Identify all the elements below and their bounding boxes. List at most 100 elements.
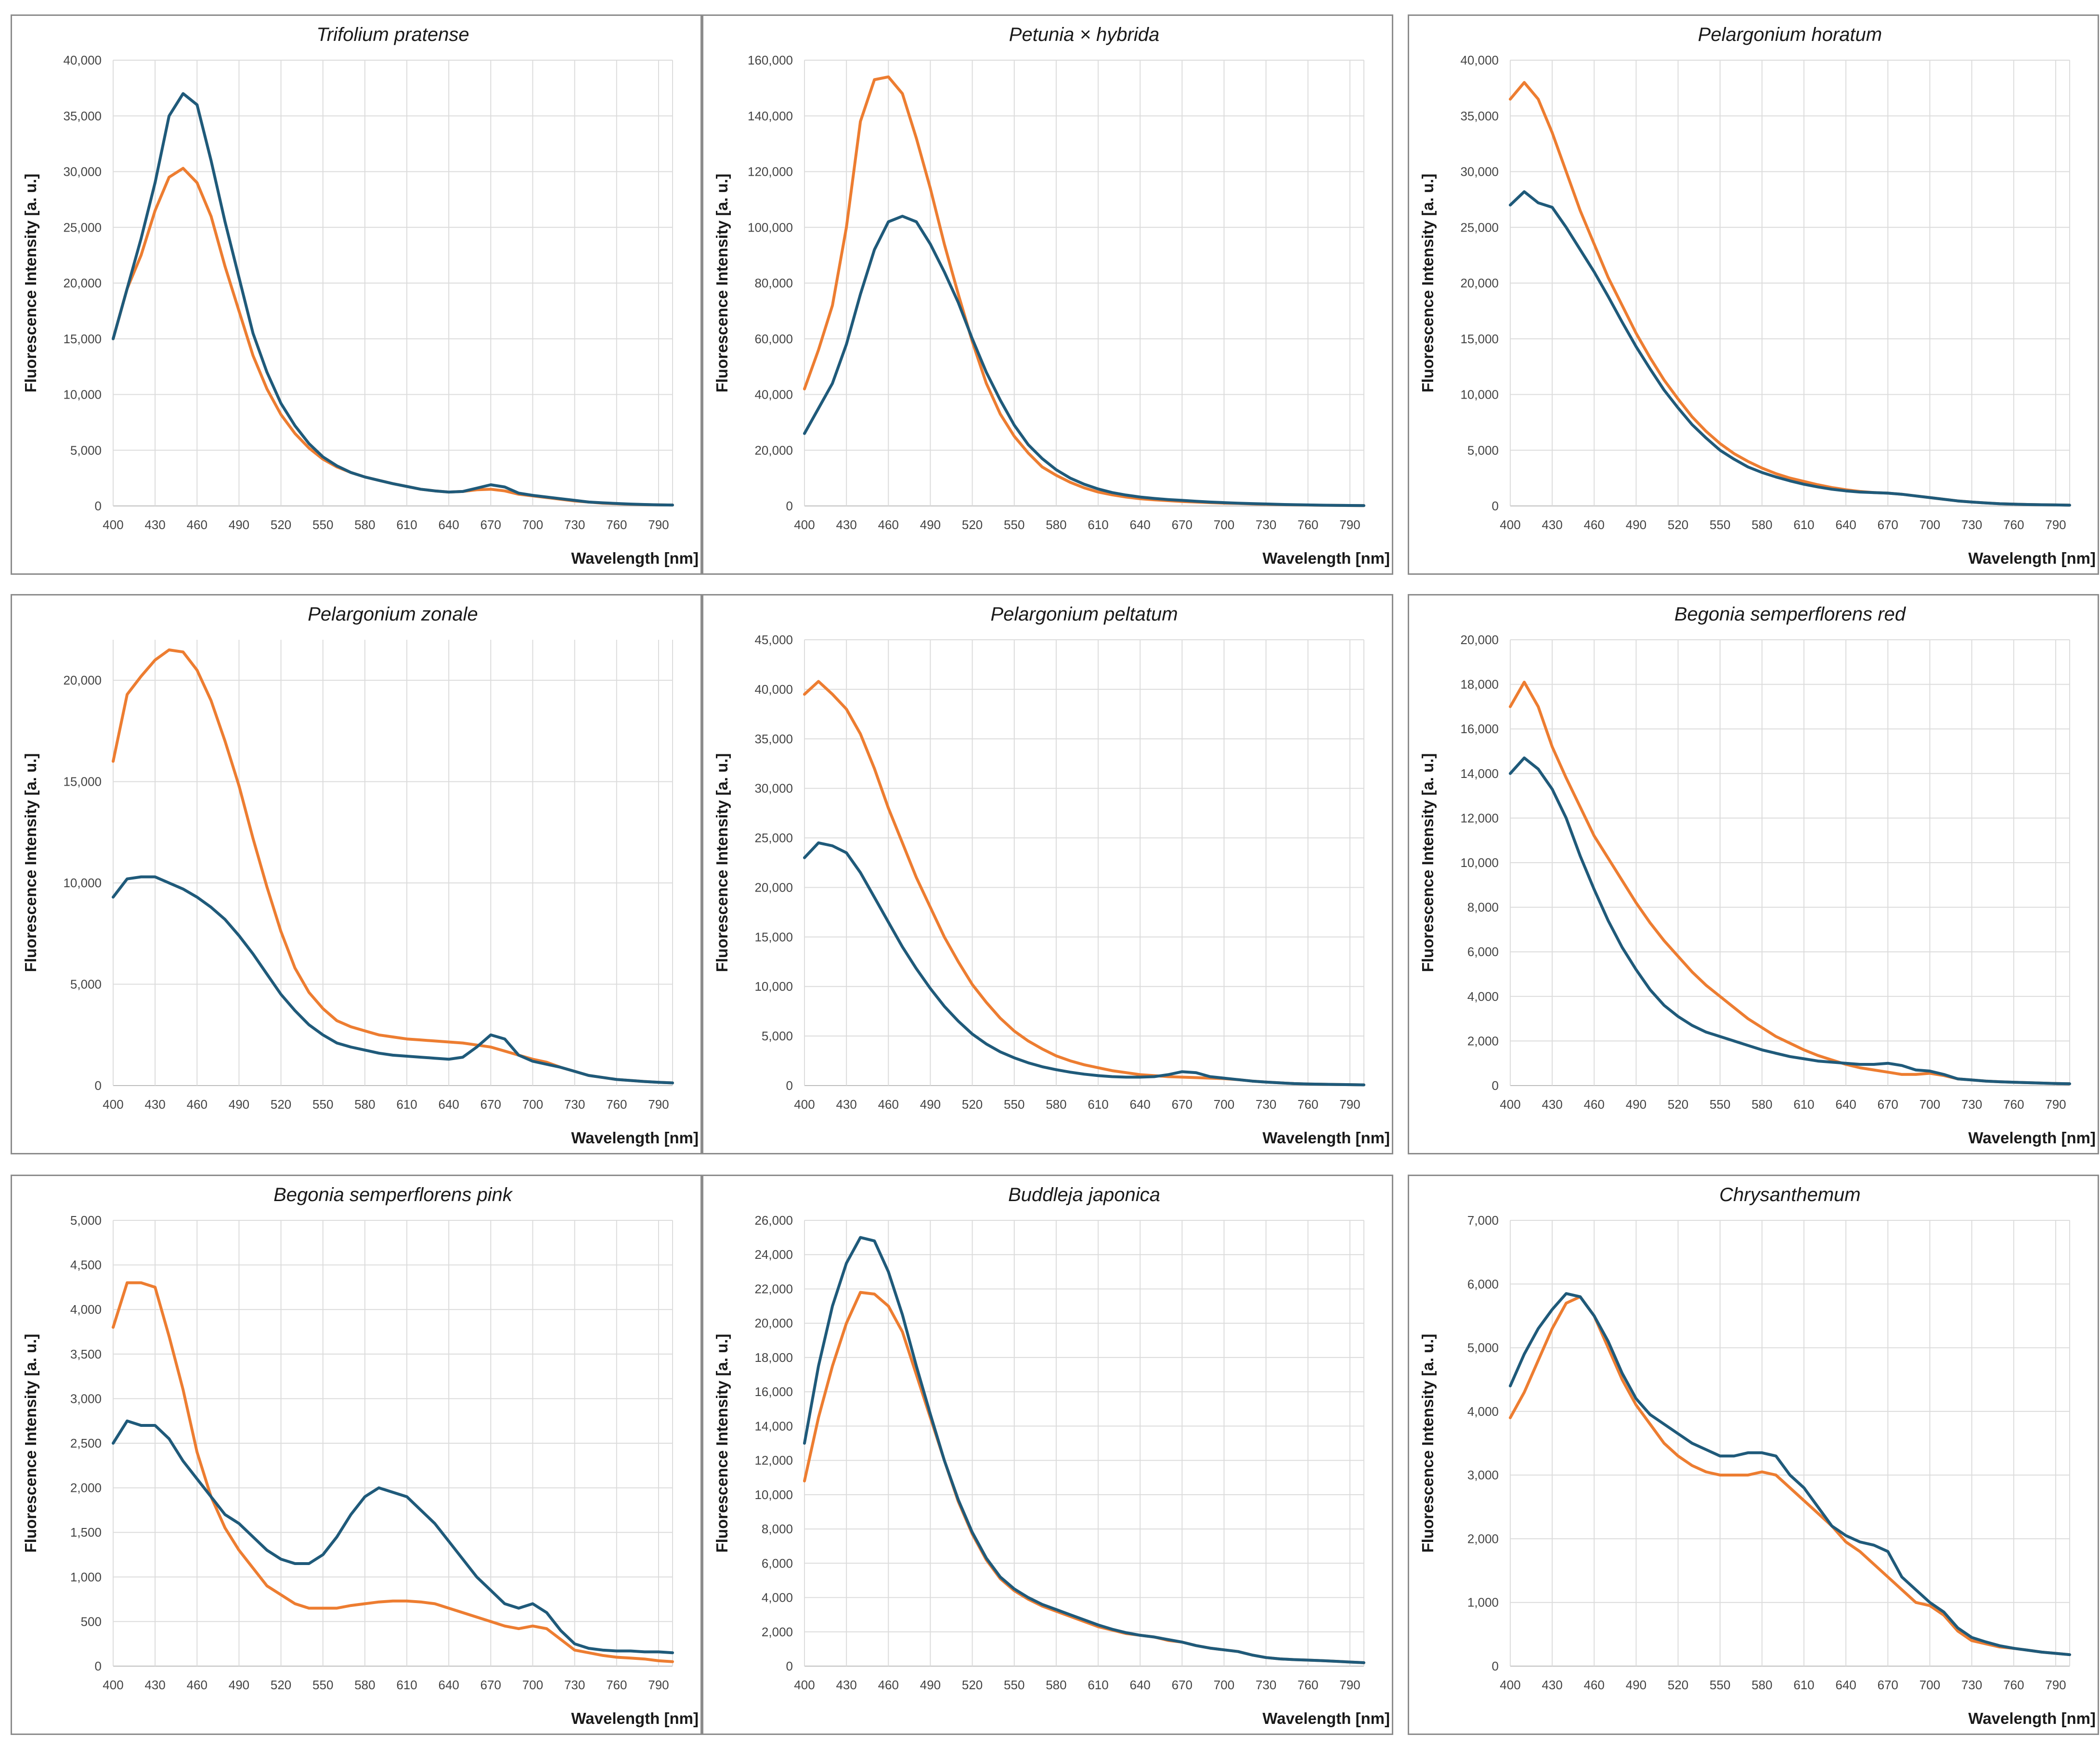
x-tick-label: 520	[962, 1097, 983, 1112]
x-tick-label: 670	[1878, 1097, 1898, 1112]
y-axis-label: Fluorescence Intensity [a. u.]	[1419, 174, 1437, 393]
x-tick-label: 430	[1542, 518, 1562, 532]
x-tick-label: 730	[564, 1678, 585, 1692]
y-tick-label: 10,000	[1460, 855, 1499, 870]
y-tick-label: 0	[786, 1659, 793, 1673]
x-tick-label: 430	[144, 1097, 165, 1112]
y-tick-label: 15,000	[63, 775, 102, 789]
x-tick-label: 730	[1961, 1678, 1982, 1692]
y-tick-label: 2,000	[762, 1625, 793, 1639]
chart-title: Begonia semperflorens red	[1674, 604, 1906, 625]
y-tick-label: 8,000	[762, 1522, 793, 1536]
y-tick-label: 100,000	[748, 220, 793, 234]
x-tick-label: 610	[396, 1097, 417, 1112]
y-tick-label: 80,000	[754, 276, 793, 290]
series-line-blue	[112, 875, 674, 1085]
y-axis-label: Fluorescence Intensity [a. u.]	[713, 1334, 731, 1553]
x-tick-label: 700	[1919, 1097, 1940, 1112]
y-tick-label: 0	[95, 499, 102, 513]
y-tick-label: 35,000	[754, 732, 793, 746]
x-tick-label: 790	[1339, 1678, 1360, 1692]
y-tick-label: 4,000	[1467, 1404, 1499, 1419]
x-tick-label: 580	[1751, 518, 1772, 532]
y-tick-label: 0	[786, 1078, 793, 1093]
y-tick-label: 10,000	[754, 979, 793, 994]
x-tick-label: 490	[1626, 518, 1646, 532]
x-tick-label: 490	[229, 1097, 249, 1112]
x-tick-label: 580	[1751, 1678, 1772, 1692]
chart-panel-pelargonium-peltatum: 0 5,000 10,000 15,000 20,000 25,000 30,000 35,0…	[702, 594, 1393, 1154]
x-tick-label: 520	[271, 518, 291, 532]
x-tick-label: 520	[271, 1097, 291, 1112]
y-tick-label: 24,000	[754, 1247, 793, 1262]
x-tick-label: 460	[187, 518, 207, 532]
x-tick-label: 580	[1751, 1097, 1772, 1112]
x-tick-label: 400	[1500, 518, 1520, 532]
y-tick-label: 20,000	[63, 673, 102, 687]
y-tick-label: 35,000	[63, 109, 102, 123]
y-tick-label: 25,000	[63, 220, 102, 234]
y-tick-label: 20,000	[754, 880, 793, 894]
chart-svg: 0 500 1,000 1,500 2,000 2,500 3,000 3,500 4,000 4…	[22, 1184, 699, 1727]
x-tick-label: 430	[836, 1097, 856, 1112]
chart-panel-buddleja-japonica: 0 2,000 4,000 6,000 8,000 10,000 12,000 14,000 1…	[702, 1175, 1393, 1735]
y-tick-label: 18,000	[1460, 677, 1499, 692]
y-tick-label: 40,000	[754, 682, 793, 697]
x-tick-label: 760	[1297, 1097, 1318, 1112]
x-axis-label: Wavelength [nm]	[1262, 1129, 1390, 1147]
x-tick-label: 700	[1214, 518, 1234, 532]
y-tick-label: 0	[1492, 1078, 1499, 1093]
y-tick-label: 45,000	[754, 633, 793, 647]
x-tick-label: 460	[878, 1097, 899, 1112]
chart-title: Pelargonium zonale	[308, 604, 478, 625]
y-tick-label: 25,000	[754, 831, 793, 845]
x-tick-label: 580	[354, 1678, 375, 1692]
x-tick-label: 640	[1130, 1097, 1151, 1112]
x-tick-label: 730	[1961, 1097, 1982, 1112]
x-tick-label: 550	[1004, 1678, 1024, 1692]
y-tick-label: 4,000	[1467, 989, 1499, 1004]
y-tick-label: 5,000	[70, 977, 102, 992]
y-tick-label: 16,000	[1460, 722, 1499, 736]
x-tick-label: 790	[2045, 518, 2066, 532]
x-tick-label: 490	[920, 1097, 941, 1112]
x-tick-label: 580	[1046, 1678, 1066, 1692]
x-tick-label: 460	[878, 1678, 899, 1692]
chart-title: Trifolium pratense	[316, 24, 469, 45]
series-line-orange	[1509, 1295, 2071, 1656]
x-tick-label: 400	[794, 1097, 815, 1112]
x-tick-label: 400	[1500, 1097, 1520, 1112]
chart-svg: 0 2,000 4,000 6,000 8,000 10,000 12,000 14,000 1…	[713, 1184, 1390, 1727]
y-tick-label: 14,000	[1460, 766, 1499, 781]
y-tick-label: 10,000	[754, 1488, 793, 1502]
x-tick-label: 400	[103, 518, 123, 532]
y-tick-label: 15,000	[754, 930, 793, 944]
x-tick-label: 700	[522, 1678, 543, 1692]
x-tick-label: 400	[103, 1097, 123, 1112]
chart-panel-begonia-semperflorens-red: 0 2,000 4,000 6,000 8,000 10,000 12,000 14,000 1…	[1408, 594, 2099, 1154]
y-tick-label: 40,000	[63, 53, 102, 67]
y-tick-label: 30,000	[1460, 165, 1499, 179]
chart-title: Begonia semperflorens pink	[273, 1184, 513, 1205]
y-tick-label: 120,000	[748, 165, 793, 179]
y-tick-label: 14,000	[754, 1419, 793, 1433]
y-tick-label: 160,000	[748, 53, 793, 67]
x-tick-label: 490	[229, 518, 249, 532]
y-axis-label: Fluorescence Intensity [a. u.]	[22, 753, 39, 972]
x-tick-label: 550	[312, 518, 333, 532]
x-tick-label: 700	[1919, 1678, 1940, 1692]
x-tick-label: 550	[1004, 1097, 1024, 1112]
y-axis-label: Fluorescence Intensity [a. u.]	[713, 174, 731, 393]
x-tick-label: 490	[1626, 1097, 1646, 1112]
y-tick-label: 4,000	[70, 1302, 102, 1317]
x-axis-label: Wavelength [nm]	[571, 1129, 699, 1147]
y-tick-label: 20,000	[754, 443, 793, 457]
x-tick-label: 580	[1046, 1097, 1066, 1112]
chart-svg: 0 1,000 2,000 3,000 4,000 5,000 6,000 7,000 400 4…	[1419, 1184, 2096, 1727]
y-tick-label: 0	[1492, 499, 1499, 513]
x-tick-label: 760	[2003, 518, 2024, 532]
x-tick-label: 430	[1542, 1097, 1562, 1112]
x-tick-label: 610	[1088, 1097, 1108, 1112]
x-axis-label: Wavelength [nm]	[571, 1709, 699, 1727]
x-tick-label: 760	[606, 1678, 627, 1692]
